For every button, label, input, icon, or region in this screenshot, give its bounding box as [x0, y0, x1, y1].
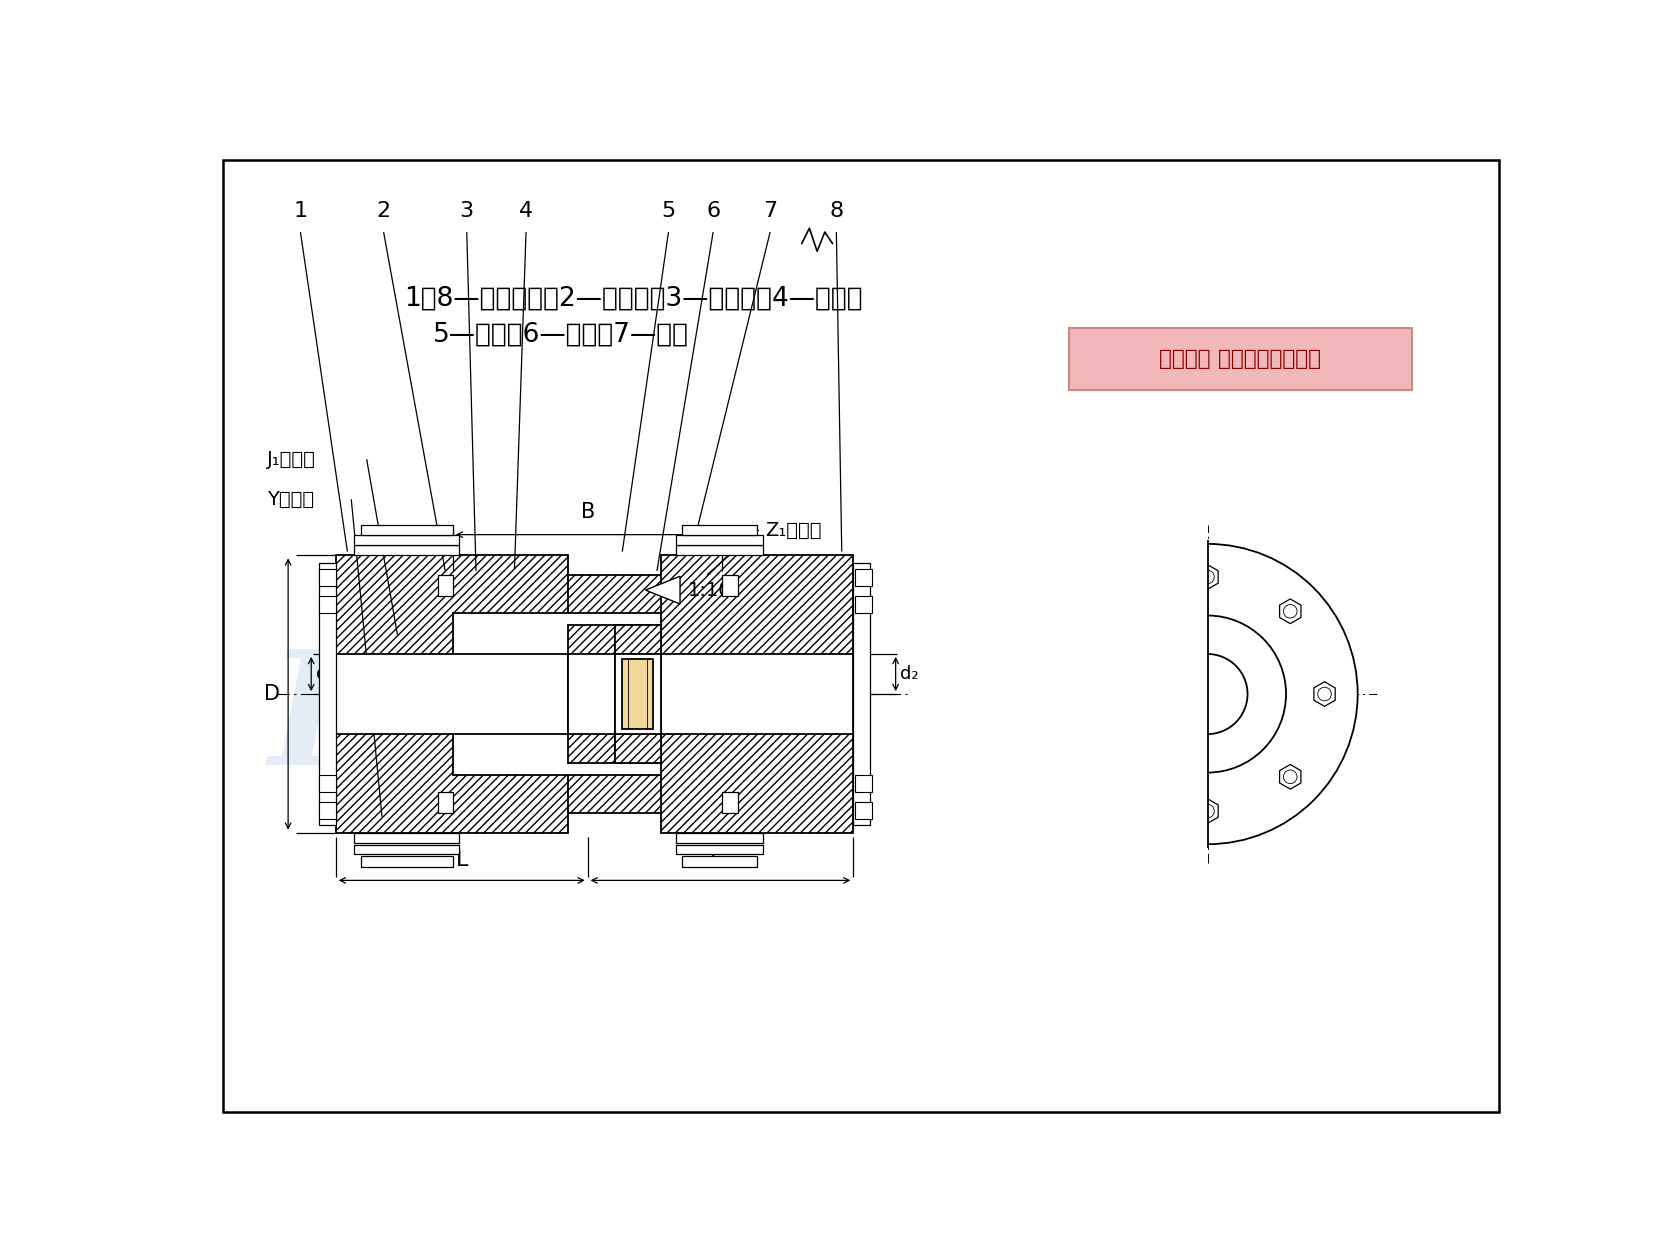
Polygon shape — [1114, 765, 1136, 789]
Bar — [615, 654, 660, 735]
Text: 8: 8 — [830, 200, 843, 220]
Bar — [855, 775, 872, 791]
Text: 版权所有 侵权必被严厉追究: 版权所有 侵权必被严厉追究 — [1159, 349, 1320, 369]
Polygon shape — [1196, 799, 1218, 824]
Text: ®: ® — [716, 662, 759, 704]
Bar — [622, 659, 654, 728]
Bar — [336, 654, 568, 735]
Circle shape — [1284, 605, 1297, 619]
Bar — [677, 833, 763, 843]
Polygon shape — [645, 576, 680, 604]
Circle shape — [1201, 804, 1215, 818]
Bar — [454, 575, 722, 814]
Text: 7: 7 — [763, 200, 778, 220]
Bar — [677, 544, 763, 556]
Circle shape — [1117, 605, 1132, 619]
Bar — [568, 654, 615, 735]
Text: Rokee: Rokee — [269, 644, 822, 798]
Bar — [615, 654, 660, 735]
Text: d₁: d₁ — [316, 665, 334, 683]
Polygon shape — [1114, 598, 1136, 624]
Polygon shape — [1280, 765, 1300, 789]
Bar — [454, 614, 722, 775]
Bar — [1035, 520, 1208, 867]
Bar — [615, 625, 660, 764]
Bar — [722, 575, 738, 596]
Polygon shape — [1280, 598, 1300, 624]
Bar — [855, 570, 872, 586]
Text: J₁型轴孔: J₁型轴孔 — [267, 450, 316, 469]
Text: B: B — [581, 503, 595, 523]
Bar — [437, 575, 454, 596]
Text: 5—柱销；6—螺栓；7—垫圈: 5—柱销；6—螺栓；7—垫圈 — [433, 321, 689, 348]
Bar — [660, 556, 853, 833]
Bar — [361, 856, 454, 867]
Bar — [615, 625, 660, 764]
Bar — [354, 845, 459, 854]
Bar — [682, 856, 756, 867]
Text: L₁: L₁ — [709, 849, 731, 869]
Bar — [361, 524, 454, 536]
Circle shape — [1201, 571, 1215, 583]
Bar — [319, 563, 336, 825]
Bar — [855, 801, 872, 819]
Bar — [568, 625, 615, 764]
Bar — [660, 654, 853, 735]
Bar — [336, 556, 568, 833]
Bar — [354, 544, 459, 556]
Text: d₂: d₂ — [900, 665, 919, 683]
Circle shape — [1129, 616, 1287, 772]
Circle shape — [1168, 654, 1248, 735]
Bar — [722, 791, 738, 814]
Text: 1:10: 1:10 — [687, 581, 731, 600]
Bar — [319, 801, 336, 819]
Bar — [354, 536, 459, 544]
Bar — [853, 563, 870, 825]
Text: 1、8—半联轴器；2—外挡板；3—内挡板；4—外套；: 1、8—半联轴器；2—外挡板；3—内挡板；4—外套； — [405, 286, 864, 312]
Circle shape — [1057, 544, 1357, 844]
Bar — [677, 536, 763, 544]
Circle shape — [1317, 687, 1331, 701]
Circle shape — [1117, 770, 1132, 784]
Polygon shape — [1196, 564, 1218, 590]
Text: Z₁型轴孔: Z₁型轴孔 — [764, 520, 822, 539]
Polygon shape — [1080, 682, 1100, 707]
Bar — [682, 524, 756, 536]
Bar — [319, 775, 336, 791]
Text: 5: 5 — [662, 200, 675, 220]
Circle shape — [1284, 770, 1297, 784]
Bar — [437, 791, 454, 814]
Text: D: D — [264, 684, 281, 704]
Bar — [354, 833, 459, 843]
Text: 2: 2 — [376, 200, 391, 220]
Text: Y型轴孔: Y型轴孔 — [267, 490, 314, 509]
Text: 6: 6 — [706, 200, 721, 220]
Text: 4: 4 — [519, 200, 533, 220]
Bar — [319, 570, 336, 586]
Circle shape — [1084, 687, 1097, 701]
Bar — [677, 845, 763, 854]
Bar — [855, 596, 872, 614]
Bar — [319, 596, 336, 614]
Text: 1: 1 — [294, 200, 307, 220]
Text: L: L — [455, 849, 469, 869]
Text: 3: 3 — [460, 200, 474, 220]
Bar — [1068, 329, 1411, 389]
Polygon shape — [1314, 682, 1336, 707]
